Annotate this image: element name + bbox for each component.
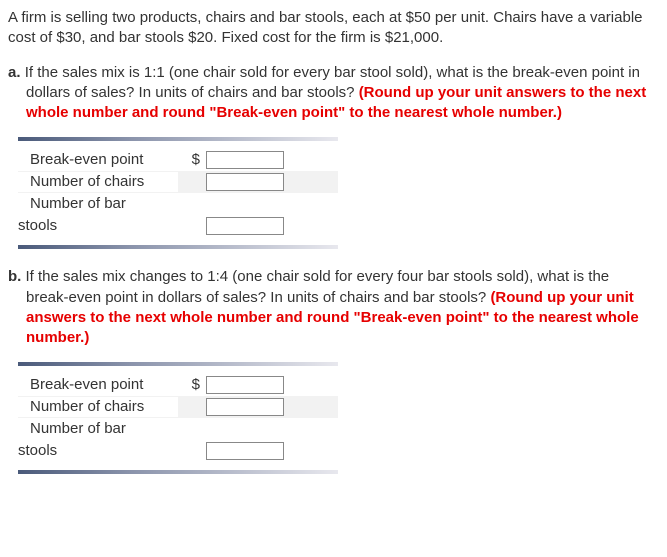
- row-barstools-a-line1: Number of bar: [18, 193, 338, 215]
- row-barstools-b-line2: stools: [18, 440, 338, 462]
- row-break-even-a: Break-even point $: [18, 149, 338, 171]
- part-a-label: a.: [8, 64, 21, 81]
- part-a: a. If the sales mix is 1:1 (one chair so…: [8, 63, 649, 250]
- row-break-even-b: Break-even point $: [18, 374, 338, 396]
- part-b: b. If the sales mix changes to 1:4 (one …: [8, 267, 649, 474]
- row-barstools-a-line2: stools: [18, 215, 338, 237]
- label-chairs: Number of chairs: [18, 397, 178, 417]
- input-chairs-b[interactable]: [206, 398, 284, 416]
- currency-prefix: $: [178, 150, 206, 170]
- row-chairs-a: Number of chairs: [18, 171, 338, 193]
- input-break-even-a[interactable]: [206, 151, 284, 169]
- divider: [18, 362, 338, 366]
- label-barstools-2: stools: [18, 216, 178, 236]
- input-barstools-b[interactable]: [206, 442, 284, 460]
- part-b-table: Break-even point $ Number of chairs Numb…: [18, 362, 338, 474]
- input-break-even-b[interactable]: [206, 376, 284, 394]
- divider: [18, 470, 338, 474]
- row-barstools-b-line1: Number of bar: [18, 418, 338, 440]
- part-a-table: Break-even point $ Number of chairs Numb…: [18, 137, 338, 249]
- divider: [18, 245, 338, 249]
- currency-prefix: $: [178, 375, 206, 395]
- label-break-even: Break-even point: [18, 375, 178, 395]
- part-a-question: a. If the sales mix is 1:1 (one chair so…: [8, 63, 649, 124]
- intro-text: A firm is selling two products, chairs a…: [8, 8, 649, 49]
- label-barstools-1: Number of bar: [18, 194, 178, 214]
- label-break-even: Break-even point: [18, 150, 178, 170]
- part-b-question: b. If the sales mix changes to 1:4 (one …: [8, 267, 649, 348]
- divider: [18, 137, 338, 141]
- row-chairs-b: Number of chairs: [18, 396, 338, 418]
- part-b-label: b.: [8, 268, 21, 285]
- input-chairs-a[interactable]: [206, 173, 284, 191]
- label-barstools-2: stools: [18, 441, 178, 461]
- input-barstools-a[interactable]: [206, 217, 284, 235]
- label-barstools-1: Number of bar: [18, 419, 178, 439]
- label-chairs: Number of chairs: [18, 172, 178, 192]
